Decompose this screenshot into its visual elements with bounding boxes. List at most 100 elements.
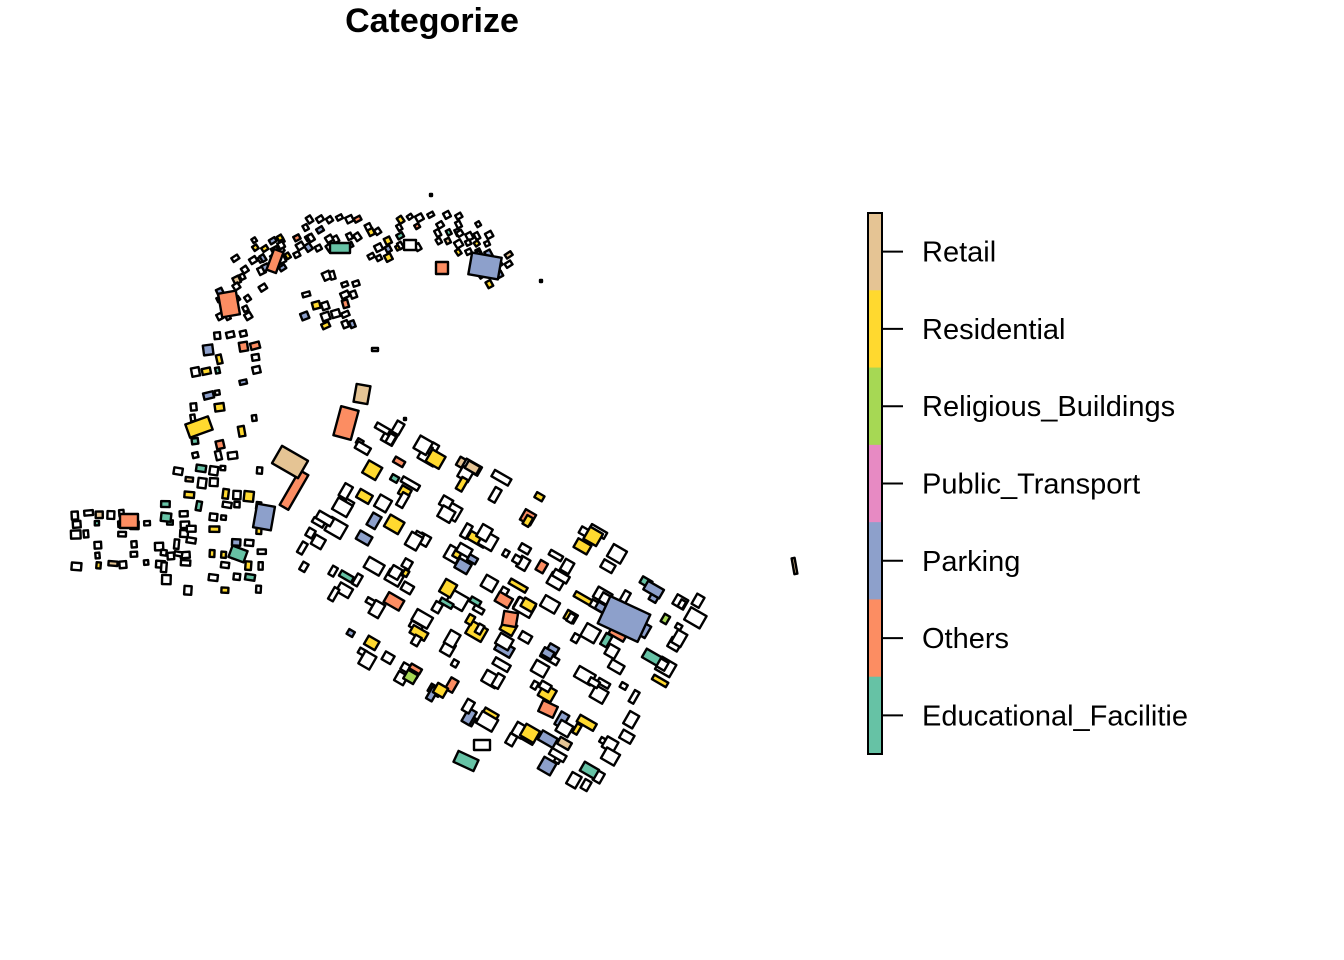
building-156	[442, 628, 462, 650]
building-304	[503, 259, 514, 270]
building-354	[94, 510, 104, 520]
building-138	[621, 709, 641, 730]
building-172	[345, 627, 357, 639]
building-437	[452, 749, 480, 773]
building-321	[238, 378, 249, 387]
building-222	[250, 243, 260, 253]
building-237	[294, 240, 306, 252]
building-324	[189, 401, 198, 412]
building-102	[650, 673, 670, 689]
building-42	[436, 504, 457, 525]
building-226	[258, 252, 268, 264]
building-346	[319, 310, 332, 323]
building-348	[339, 309, 351, 320]
building-45	[458, 522, 474, 541]
building-217	[231, 281, 242, 292]
legend-label-2: Religious_Buildings	[922, 391, 1175, 423]
building-261	[382, 235, 394, 247]
building-169	[599, 746, 622, 767]
building-128	[493, 631, 515, 652]
building-407	[185, 535, 198, 545]
building-256	[352, 231, 363, 243]
building-391	[183, 490, 196, 500]
building-164	[575, 713, 598, 733]
building-427	[216, 289, 242, 319]
building-122	[471, 603, 486, 616]
building-124	[468, 595, 483, 608]
building-274	[395, 240, 406, 251]
building-384	[194, 463, 208, 474]
building-145	[326, 585, 341, 603]
building-378	[107, 559, 119, 568]
building-447	[538, 278, 544, 284]
building-69	[354, 487, 375, 506]
building-39	[391, 455, 407, 469]
building-126	[517, 629, 534, 645]
building-320	[250, 364, 262, 376]
building-393	[231, 489, 242, 501]
building-133	[588, 683, 610, 705]
building-91	[519, 596, 538, 614]
building-444	[472, 738, 492, 752]
building-442	[227, 544, 249, 564]
building-424	[182, 584, 193, 597]
building-422	[232, 572, 242, 582]
building-339	[300, 290, 312, 299]
building-115	[399, 580, 416, 596]
building-367	[117, 530, 128, 538]
building-331	[214, 438, 226, 451]
building-210	[230, 253, 241, 264]
building-379	[118, 559, 128, 570]
building-351	[347, 319, 357, 330]
building-439	[328, 241, 352, 255]
building-95	[565, 611, 578, 625]
building-188	[460, 697, 477, 715]
building-223	[259, 243, 270, 254]
building-84	[479, 573, 500, 594]
building-92	[579, 621, 603, 645]
building-68	[669, 628, 689, 649]
building-132	[539, 646, 556, 661]
building-318	[200, 366, 213, 377]
building-286	[452, 238, 465, 250]
building-334	[226, 450, 239, 461]
building-311	[238, 329, 249, 339]
building-3	[384, 431, 398, 447]
building-284	[434, 236, 444, 246]
building-241	[304, 214, 315, 225]
building-269	[405, 212, 415, 221]
page-title: Categorize	[345, 2, 519, 40]
building-99	[598, 631, 614, 649]
building-106	[309, 533, 328, 551]
building-287	[453, 219, 464, 230]
building-279	[453, 211, 464, 221]
building-51	[547, 548, 565, 563]
building-18	[521, 513, 535, 529]
building-248	[313, 243, 324, 253]
building-37	[388, 472, 401, 485]
building-291	[472, 230, 482, 242]
building-383	[172, 466, 185, 477]
building-21	[572, 537, 593, 556]
building-425	[220, 586, 230, 595]
building-24	[599, 558, 617, 575]
building-260	[372, 226, 383, 237]
building-165	[554, 718, 575, 739]
building-195	[555, 735, 574, 752]
building-136	[586, 676, 602, 690]
building-66	[659, 612, 672, 626]
building-309	[212, 330, 222, 341]
building-344	[340, 298, 351, 310]
building-148	[382, 590, 406, 612]
building-355	[106, 509, 116, 521]
building-211	[247, 254, 259, 266]
building-218	[257, 282, 269, 293]
building-29	[676, 598, 688, 611]
building-232	[301, 222, 311, 233]
building-301	[503, 250, 514, 260]
building-201	[578, 760, 601, 780]
building-369	[93, 540, 103, 550]
building-31	[682, 606, 708, 630]
building-71	[337, 481, 355, 501]
